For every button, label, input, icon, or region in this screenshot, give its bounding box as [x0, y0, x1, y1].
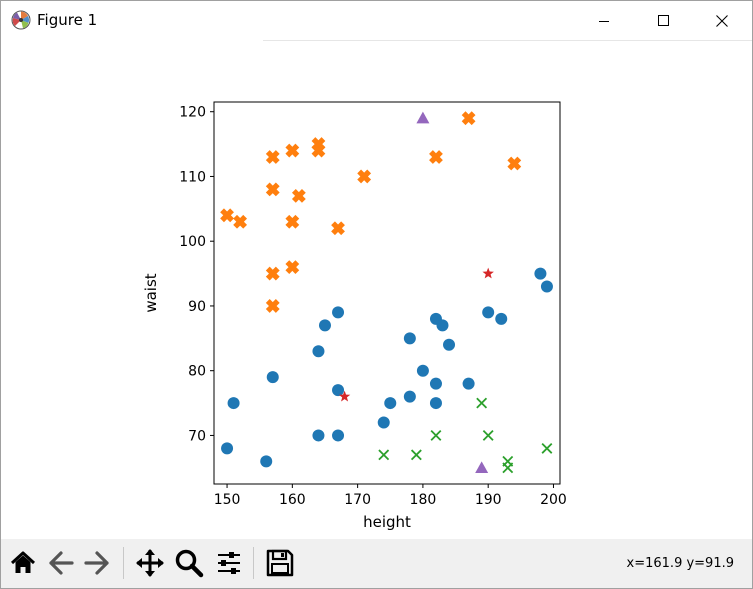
- data-point-circle: [429, 397, 442, 410]
- x-tick-label: 150: [214, 492, 241, 508]
- data-point-x-filled: [265, 266, 280, 281]
- back-icon: [49, 551, 74, 575]
- data-point-triangle: [416, 111, 430, 124]
- data-point-circle: [462, 377, 475, 390]
- toolbar-separator: [123, 547, 124, 579]
- data-point-circle: [403, 390, 416, 403]
- data-point-circle: [495, 312, 508, 325]
- y-tick-label: 70: [188, 428, 206, 444]
- save-icon: [266, 549, 294, 577]
- data-point-x-filled: [331, 221, 345, 236]
- data-point-circle: [312, 429, 325, 442]
- data-point-x: [502, 462, 514, 474]
- data-point-x: [476, 397, 488, 409]
- data-point-x-filled: [220, 208, 234, 223]
- data-point-circle: [377, 416, 390, 429]
- forward-button[interactable]: [81, 547, 113, 579]
- axes-frame: [213, 101, 561, 485]
- y-tick-label: 100: [179, 234, 206, 250]
- y-axis-label: waist: [142, 273, 160, 312]
- data-point-x-filled: [265, 299, 280, 313]
- close-icon: [716, 15, 728, 27]
- zoom-button[interactable]: [173, 547, 205, 579]
- x-tick-label: 180: [410, 492, 437, 508]
- x-tick-label: 190: [475, 492, 502, 508]
- minimize-icon: [599, 21, 609, 22]
- data-point-circle: [332, 384, 345, 397]
- data-point-x-filled: [429, 150, 443, 164]
- data-point-x: [410, 449, 422, 461]
- data-point-x: [541, 442, 553, 454]
- save-button[interactable]: [264, 547, 296, 579]
- data-point-circle: [266, 371, 279, 384]
- cursor-coordinates: x=161.9 y=91.9: [626, 556, 734, 571]
- data-point-triangle: [475, 461, 489, 474]
- home-icon: [10, 551, 36, 573]
- figure-canvas[interactable]: 150 160 170 180 190 200 70 80 90 100 110 120 height w…: [1, 41, 752, 539]
- y-tick-label: 90: [188, 299, 206, 315]
- data-point-x-filled: [233, 214, 248, 229]
- data-point-circle: [332, 306, 345, 319]
- data-point-circle: [260, 455, 273, 468]
- title-bar[interactable]: Figure 1: [1, 1, 752, 41]
- matplotlib-logo-icon: [11, 10, 31, 30]
- x-tick-label: 160: [279, 492, 306, 508]
- configure-subplots-button[interactable]: [213, 547, 245, 579]
- forward-icon: [84, 551, 109, 575]
- data-point-x-filled: [265, 150, 280, 164]
- data-point-circle: [312, 345, 325, 358]
- data-point-x-filled: [461, 111, 476, 126]
- data-point-x-filled: [285, 143, 300, 158]
- x-tick-label: 200: [540, 492, 567, 508]
- data-point-circle: [534, 267, 547, 280]
- pan-button[interactable]: [134, 547, 166, 579]
- data-point-circle: [443, 338, 456, 351]
- data-point-circle: [482, 306, 495, 319]
- pan-icon: [136, 549, 164, 577]
- data-point-circle: [332, 429, 345, 442]
- data-point-x: [378, 449, 390, 461]
- home-button[interactable]: [7, 547, 39, 579]
- data-point-x-filled: [285, 260, 300, 275]
- data-point-x-filled: [265, 182, 280, 197]
- close-button[interactable]: [699, 1, 745, 41]
- data-point-circle: [318, 319, 331, 332]
- scatter-chart[interactable]: 150 160 170 180 190 200 70 80 90 100 110 120 height w…: [1, 41, 752, 539]
- data-point-x-filled: [507, 156, 522, 171]
- y-tick-label: 120: [179, 105, 206, 121]
- data-point-x-filled: [285, 214, 300, 229]
- data-point-circle: [384, 397, 397, 410]
- configure-subplots-icon: [218, 552, 240, 574]
- data-point-circle: [540, 280, 553, 293]
- data-point-x: [482, 430, 494, 441]
- data-point-circle: [403, 332, 416, 345]
- data-point-circle: [227, 397, 240, 410]
- x-axis-label: height: [363, 513, 411, 531]
- data-point-circle: [221, 442, 234, 455]
- maximize-button[interactable]: [641, 1, 687, 41]
- navigation-toolbar: x=161.9 y=91.9: [1, 539, 752, 588]
- data-point-x-filled: [311, 143, 326, 158]
- data-point-circle: [436, 319, 449, 332]
- data-point-star: [338, 390, 351, 402]
- back-button[interactable]: [45, 547, 77, 579]
- minimize-button[interactable]: [581, 1, 627, 41]
- maximize-icon: [658, 15, 669, 26]
- window-title: Figure 1: [37, 11, 98, 29]
- title-separator: [263, 40, 752, 41]
- zoom-icon: [175, 549, 204, 578]
- data-point-circle: [429, 377, 442, 390]
- y-tick-label: 80: [188, 364, 206, 380]
- data-point-circle: [416, 364, 429, 377]
- y-tick-label: 110: [179, 169, 206, 185]
- data-point-x: [430, 430, 442, 441]
- data-point-star: [482, 267, 494, 279]
- data-point-x-filled: [357, 169, 372, 184]
- toolbar-separator: [253, 547, 254, 579]
- data-point-x-filled: [291, 188, 306, 203]
- x-tick-label: 170: [344, 492, 371, 508]
